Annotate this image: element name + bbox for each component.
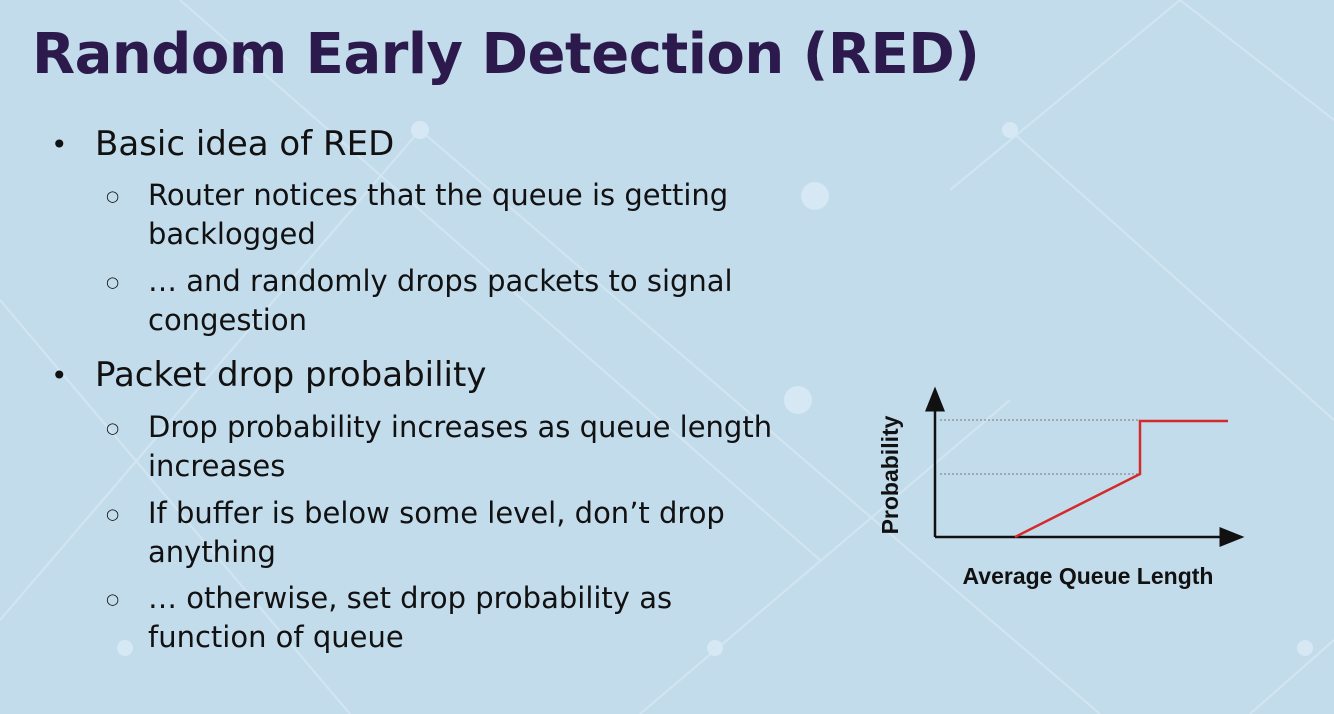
bullet: Packet drop probability [51,355,487,395]
red-diagram: Probability Average Queue Length [877,386,1245,589]
slide-title: Random Early Detection (RED) [32,22,980,87]
sub-bullet: … otherwise, set drop probability as fun… [106,579,708,657]
y-axis-label: Probability [877,415,903,534]
sub-bullet: If buffer is below some level, don’t dro… [106,494,808,572]
drop-curve [1014,419,1228,539]
x-axis-label: Average Queue Length [963,563,1214,589]
sub-bullet: Drop probability increases as queue leng… [106,408,808,486]
sub-bullet: Router notices that the queue is getting… [106,176,808,254]
bullet: Basic idea of RED [51,124,394,164]
sub-bullet: … and randomly drops packets to signal c… [106,262,808,340]
